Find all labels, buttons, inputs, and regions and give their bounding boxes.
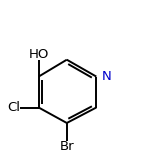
Text: HO: HO	[29, 48, 49, 61]
Text: Br: Br	[59, 140, 74, 153]
Text: Cl: Cl	[7, 101, 20, 114]
Text: N: N	[102, 70, 112, 83]
